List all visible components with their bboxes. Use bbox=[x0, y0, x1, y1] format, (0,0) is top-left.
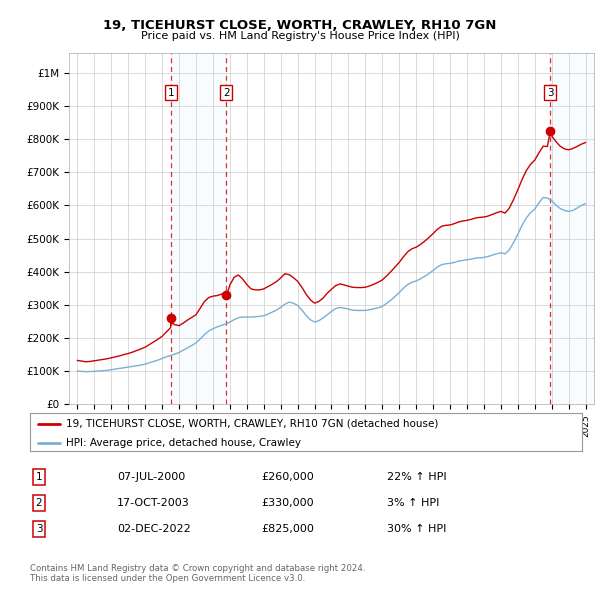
Text: 3% ↑ HPI: 3% ↑ HPI bbox=[387, 498, 439, 507]
Text: £260,000: £260,000 bbox=[261, 472, 314, 481]
Text: Price paid vs. HM Land Registry's House Price Index (HPI): Price paid vs. HM Land Registry's House … bbox=[140, 31, 460, 41]
Text: 1: 1 bbox=[35, 472, 43, 481]
Text: 1: 1 bbox=[167, 88, 174, 98]
Text: 19, TICEHURST CLOSE, WORTH, CRAWLEY, RH10 7GN (detached house): 19, TICEHURST CLOSE, WORTH, CRAWLEY, RH1… bbox=[66, 419, 438, 429]
Text: 19, TICEHURST CLOSE, WORTH, CRAWLEY, RH10 7GN: 19, TICEHURST CLOSE, WORTH, CRAWLEY, RH1… bbox=[103, 19, 497, 32]
Text: 3: 3 bbox=[547, 88, 554, 98]
Text: 2: 2 bbox=[223, 88, 230, 98]
Text: HPI: Average price, detached house, Crawley: HPI: Average price, detached house, Craw… bbox=[66, 438, 301, 448]
Bar bbox=[550, 53, 594, 404]
Text: 07-JUL-2000: 07-JUL-2000 bbox=[117, 472, 185, 481]
Text: £825,000: £825,000 bbox=[261, 524, 314, 533]
Text: 22% ↑ HPI: 22% ↑ HPI bbox=[387, 472, 446, 481]
Text: Contains HM Land Registry data © Crown copyright and database right 2024.
This d: Contains HM Land Registry data © Crown c… bbox=[30, 564, 365, 583]
Text: £330,000: £330,000 bbox=[261, 498, 314, 507]
Text: 17-OCT-2003: 17-OCT-2003 bbox=[117, 498, 190, 507]
Text: 3: 3 bbox=[35, 524, 43, 533]
Text: 02-DEC-2022: 02-DEC-2022 bbox=[117, 524, 191, 533]
Bar bbox=[171, 53, 226, 404]
Text: 2: 2 bbox=[35, 498, 43, 507]
Text: 30% ↑ HPI: 30% ↑ HPI bbox=[387, 524, 446, 533]
